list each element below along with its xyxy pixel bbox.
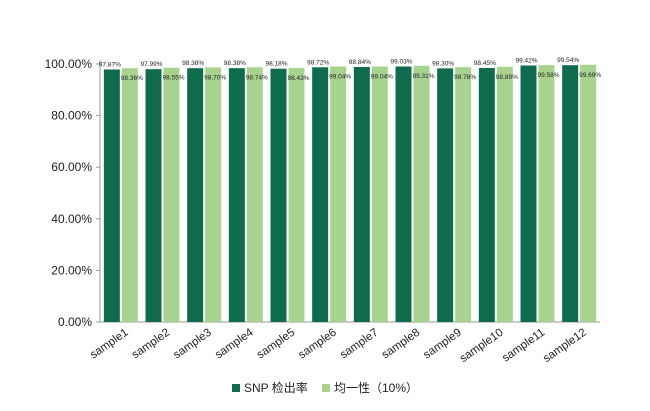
- uniformity-bar-sample8: [413, 65, 430, 322]
- snp-rate-label-sample8: 99.03%: [390, 59, 412, 66]
- snp-rate-bar-sample10: [478, 67, 495, 323]
- y-tick-label: 0.00%: [58, 315, 92, 329]
- snp-rate-bar-sample5: [270, 68, 287, 322]
- y-axis: 0.00% 20.00% 40.00% 60.00% 80.00% 100.00%: [45, 57, 101, 329]
- uniformity-label-sample1: 98.36%: [121, 75, 143, 82]
- category-label-sample1: sample1: [88, 327, 130, 362]
- legend-swatch-0: [232, 384, 240, 392]
- uniformity-bar-sample11: [538, 65, 555, 322]
- snp-rate-label-sample9: 98.30%: [432, 60, 454, 67]
- snp-rate-bar-sample6: [312, 67, 329, 322]
- y-tick-label: 80.00%: [51, 109, 92, 123]
- uniformity-bar-sample3: [205, 67, 222, 322]
- uniformity-label-sample12: 99.69%: [579, 72, 601, 79]
- uniformity-label-sample10: 98.89%: [496, 74, 518, 81]
- uniformity-label-sample5: 98.43%: [287, 75, 309, 82]
- snp-rate-bar-sample8: [395, 66, 412, 323]
- snp-rate-label-sample1: 97.87%: [99, 61, 121, 68]
- uniformity-label-sample2: 98.55%: [162, 75, 184, 82]
- category-label-sample5: sample5: [255, 327, 297, 362]
- snp-rate-bar-sample7: [353, 66, 370, 322]
- uniformity-bar-sample6: [330, 66, 347, 322]
- y-tick-label: 20.00%: [51, 263, 92, 277]
- snp-rate-label-sample7: 98.84%: [349, 59, 371, 66]
- category-label-sample12: sample12: [541, 327, 589, 365]
- snp-rate-label-sample10: 98.45%: [474, 60, 496, 67]
- snp-rate-bar-sample12: [562, 65, 579, 322]
- legend-label-0: SNP 检出率: [244, 380, 308, 395]
- y-tick-label: 40.00%: [51, 212, 92, 226]
- category-label-sample4: sample4: [213, 326, 256, 361]
- snp-rate-label-sample3: 98.38%: [182, 60, 204, 67]
- uniformity-bar-sample7: [371, 66, 388, 322]
- uniformity-bar-sample12: [580, 64, 597, 322]
- uniformity-bar-sample4: [246, 67, 263, 323]
- legend: SNP 检出率 均一性（10%）: [232, 380, 418, 395]
- uniformity-label-sample3: 98.70%: [204, 74, 226, 81]
- uniformity-bar-sample2: [163, 67, 180, 322]
- snp-rate-bar-sample11: [520, 65, 537, 322]
- uniformity-label-sample8: 99.31%: [412, 73, 434, 80]
- category-label-sample6: sample6: [296, 327, 338, 362]
- uniformity-label-sample7: 99.04%: [371, 73, 393, 80]
- snp-rate-bar-sample4: [228, 68, 245, 323]
- snp-rate-label-sample11: 99.42%: [515, 57, 537, 64]
- legend-label-1: 均一性（10%）: [334, 381, 418, 395]
- uniformity-label-sample6: 99.04%: [329, 73, 351, 80]
- bars: [103, 64, 597, 323]
- data-labels: 97.87%98.36%97.99%98.55%98.38%98.70%98.3…: [99, 57, 602, 82]
- uniformity-label-sample4: 98.74%: [246, 74, 268, 81]
- snp-rate-bar-sample9: [437, 68, 454, 322]
- snp-rate-label-sample4: 98.38%: [224, 60, 246, 67]
- uniformity-label-sample11: 99.58%: [537, 72, 559, 79]
- category-label-sample10: sample10: [458, 327, 506, 365]
- uniformity-label-sample9: 98.78%: [454, 74, 476, 81]
- y-tick-label: 100.00%: [45, 57, 93, 71]
- snp-rate-label-sample2: 97.99%: [140, 61, 162, 68]
- uniformity-bar-sample10: [496, 66, 513, 322]
- legend-swatch-1: [322, 384, 330, 392]
- uniformity-bar-sample1: [121, 68, 138, 322]
- snp-rate-bar-sample3: [187, 68, 204, 323]
- uniformity-bar-sample5: [288, 68, 305, 322]
- category-label-sample11: sample11: [500, 327, 547, 365]
- category-label-sample2: sample2: [130, 327, 172, 362]
- snp-rate-label-sample5: 98.18%: [265, 61, 287, 68]
- y-tick-label: 60.00%: [51, 160, 92, 174]
- category-label-sample3: sample3: [171, 327, 213, 362]
- snp-rate-bar-sample1: [103, 69, 120, 323]
- category-label-sample7: sample7: [338, 327, 380, 362]
- category-labels: sample1 sample2 sample3 sample4 sample5 sampl…: [88, 326, 589, 365]
- uniformity-bar-sample9: [455, 67, 472, 322]
- category-label-sample8: sample8: [380, 327, 422, 362]
- snp-rate-label-sample12: 99.54%: [557, 57, 579, 64]
- snp-rate-label-sample6: 98.72%: [307, 59, 329, 66]
- snp-rate-bar-sample2: [145, 69, 162, 323]
